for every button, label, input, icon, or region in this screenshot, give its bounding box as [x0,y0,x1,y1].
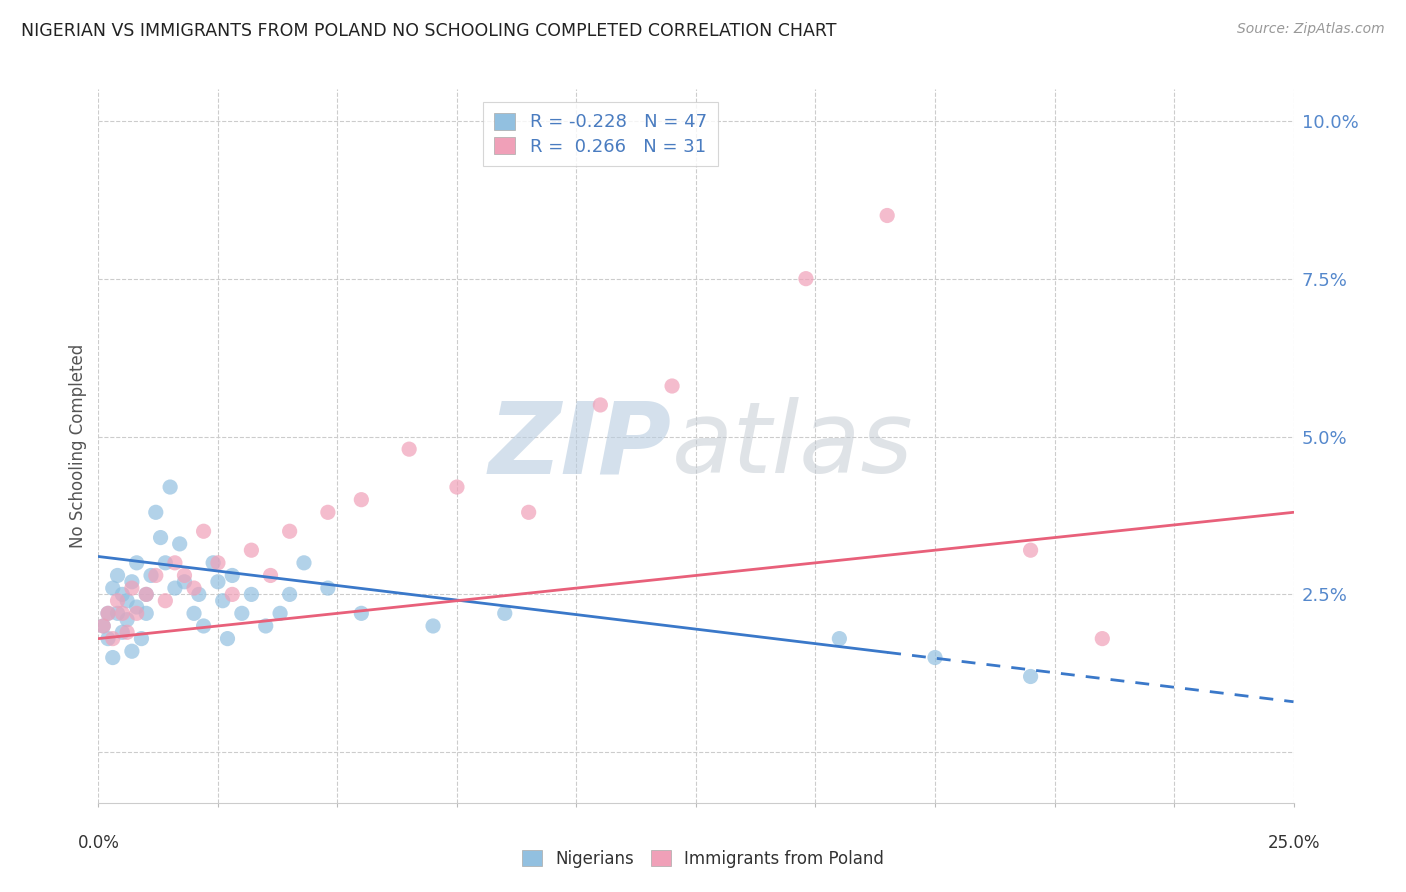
Point [316,505,339,519]
Point [101,581,124,595]
Point [121,644,143,658]
Point [221,587,243,601]
Point [111,587,134,601]
Point [217,632,239,646]
Point [350,607,373,621]
Point [221,568,243,582]
Point [125,607,148,621]
Point [115,625,138,640]
Point [494,607,516,621]
Point [163,581,186,595]
Point [173,574,195,589]
Point [155,593,177,607]
Point [794,271,817,285]
Point [517,505,540,519]
Point [111,625,134,640]
Point [828,632,851,646]
Point [169,537,191,551]
Point [278,524,301,539]
Point [145,568,167,582]
Point [121,574,143,589]
Point [240,543,263,558]
Point [121,581,143,595]
Point [107,568,129,582]
Point [202,556,225,570]
Point [139,568,162,582]
Y-axis label: No Schooling Completed: No Schooling Completed [69,344,87,548]
Point [661,379,683,393]
Point [1019,669,1042,683]
Text: NIGERIAN VS IMMIGRANTS FROM POLAND NO SCHOOLING COMPLETED CORRELATION CHART: NIGERIAN VS IMMIGRANTS FROM POLAND NO SC… [21,22,837,40]
Legend: Nigerians, Immigrants from Poland: Nigerians, Immigrants from Poland [516,844,890,875]
Point [292,556,315,570]
Text: atlas: atlas [672,398,914,494]
Point [145,505,167,519]
Point [97,632,120,646]
Point [101,632,124,646]
Point [135,607,157,621]
Point [422,619,444,633]
Text: Source: ZipAtlas.com: Source: ZipAtlas.com [1237,22,1385,37]
Text: 25.0%: 25.0% [1267,834,1320,853]
Point [240,587,263,601]
Point [173,568,195,582]
Point [159,480,181,494]
Point [183,607,205,621]
Point [183,581,205,595]
Point [207,556,229,570]
Point [350,492,373,507]
Point [589,398,612,412]
Point [125,600,148,615]
Point [1019,543,1042,558]
Point [398,442,420,457]
Point [193,619,215,633]
Point [211,593,233,607]
Point [125,556,148,570]
Point [269,607,291,621]
Point [91,619,114,633]
Point [316,581,339,595]
Point [187,587,209,601]
Point [135,587,157,601]
Point [924,650,946,665]
Point [446,480,468,494]
Point [149,531,172,545]
Text: 0.0%: 0.0% [77,834,120,853]
Point [254,619,277,633]
Text: ZIP: ZIP [489,398,672,494]
Point [91,619,114,633]
Point [107,607,129,621]
Point [231,607,253,621]
Point [207,574,229,589]
Point [107,593,129,607]
Point [135,587,157,601]
Point [115,593,138,607]
Point [278,587,301,601]
Point [111,607,134,621]
Point [97,607,120,621]
Point [1091,632,1114,646]
Point [101,650,124,665]
Point [131,632,153,646]
Point [155,556,177,570]
Point [163,556,186,570]
Point [97,607,120,621]
Point [259,568,281,582]
Point [193,524,215,539]
Legend: R = -0.228   N = 47, R =  0.266   N = 31: R = -0.228 N = 47, R = 0.266 N = 31 [482,102,718,167]
Point [115,613,138,627]
Point [876,209,898,223]
